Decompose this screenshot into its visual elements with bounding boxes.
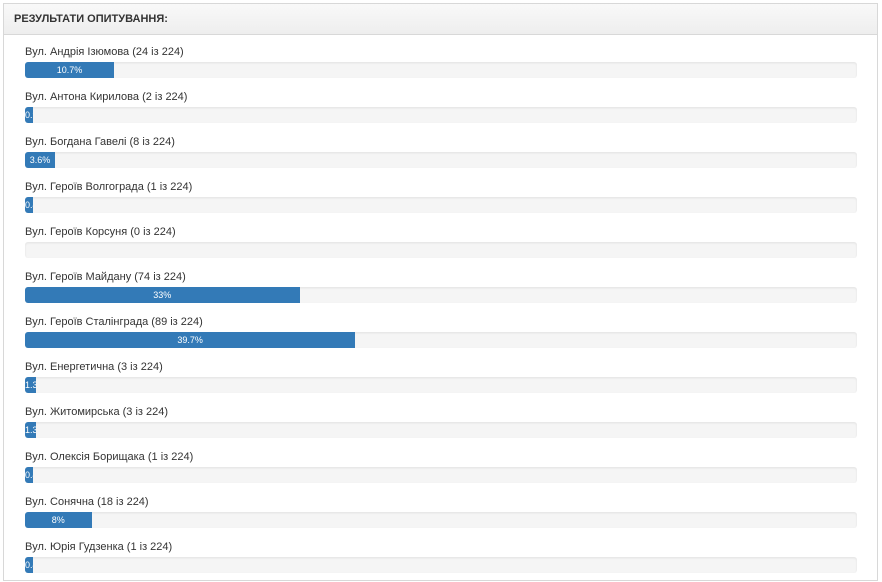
result-label: Вул. Андрія Ізюмова (24 із 224) (25, 46, 184, 58)
result-label: Вул. Антона Кирилова (2 із 224) (25, 91, 188, 103)
result-label: Вул. Героїв Сталінграда (89 із 224) (25, 316, 203, 328)
progress-track: 0.9% (25, 107, 857, 123)
progress-bar: 1.3% (25, 422, 36, 438)
progress-bar: 10.7% (25, 62, 115, 78)
result-item: Вул. Богдана Гавелі (8 із 224) 3.6% (25, 135, 877, 180)
progress-track: 0.4% (25, 557, 857, 573)
progress-bar: 0.4% (25, 467, 34, 483)
result-label: Вул. Енергетична (3 із 224) (25, 361, 163, 373)
progress-bar: 0.4% (25, 197, 34, 213)
result-item: Вул. Олексія Борищака (1 із 224) 0.4% (25, 450, 877, 495)
result-item: Вул. Житомирська (3 із 224) 1.3% (25, 405, 877, 450)
progress-track: 8% (25, 512, 857, 528)
progress-track: 0.4% (25, 197, 857, 213)
result-item: Вул. Енергетична (3 із 224) 1.3% (25, 360, 877, 405)
result-label: Вул. Юрія Гудзенка (1 із 224) (25, 541, 173, 553)
result-item: Вул. Юрія Гудзенка (1 із 224) 0.4% (25, 540, 877, 580)
result-label: Вул. Героїв Майдану (74 із 224) (25, 271, 186, 283)
result-item: Вул. Антона Кирилова (2 із 224) 0.9% (25, 90, 877, 135)
results-list: Вул. Андрія Ізюмова (24 із 224) 10.7% Ву… (4, 35, 877, 580)
result-item: Вул. Героїв Корсуня (0 із 224) 0% (25, 225, 877, 270)
result-item: Вул. Андрія Ізюмова (24 із 224) 10.7% (25, 45, 877, 90)
progress-track: 10.7% (25, 62, 857, 78)
progress-track: 1.3% (25, 377, 857, 393)
result-label: Вул. Героїв Волгограда (1 із 224) (25, 181, 193, 193)
progress-track: 0.4% (25, 467, 857, 483)
progress-track: 3.6% (25, 152, 857, 168)
progress-bar: 0.4% (25, 557, 34, 573)
result-label: Вул. Сонячна (18 із 224) (25, 496, 149, 508)
result-label: Вул. Богдана Гавелі (8 із 224) (25, 136, 175, 148)
result-item: Вул. Героїв Майдану (74 із 224) 33% (25, 270, 877, 315)
result-item: Вул. Сонячна (18 із 224) 8% (25, 495, 877, 540)
result-label: Вул. Олексія Борищака (1 із 224) (25, 451, 194, 463)
progress-bar: 1.3% (25, 377, 36, 393)
panel-header: РЕЗУЛЬТАТИ ОПИТУВАННЯ: (4, 4, 877, 35)
progress-track: 0% (25, 242, 857, 258)
progress-track: 1.3% (25, 422, 857, 438)
progress-bar: 0.9% (25, 107, 34, 123)
progress-bar: 3.6% (25, 152, 55, 168)
panel-title: РЕЗУЛЬТАТИ ОПИТУВАННЯ: (14, 13, 168, 25)
result-item: Вул. Героїв Сталінграда (89 із 224) 39.7… (25, 315, 877, 360)
progress-bar: 33% (25, 287, 300, 303)
progress-track: 33% (25, 287, 857, 303)
progress-track: 39.7% (25, 332, 857, 348)
result-label: Вул. Героїв Корсуня (0 із 224) (25, 226, 176, 238)
poll-results-panel: РЕЗУЛЬТАТИ ОПИТУВАННЯ: Вул. Андрія Ізюмо… (3, 3, 878, 581)
progress-bar: 39.7% (25, 332, 356, 348)
result-label: Вул. Житомирська (3 із 224) (25, 406, 169, 418)
progress-bar: 8% (25, 512, 92, 528)
result-item: Вул. Героїв Волгограда (1 із 224) 0.4% (25, 180, 877, 225)
